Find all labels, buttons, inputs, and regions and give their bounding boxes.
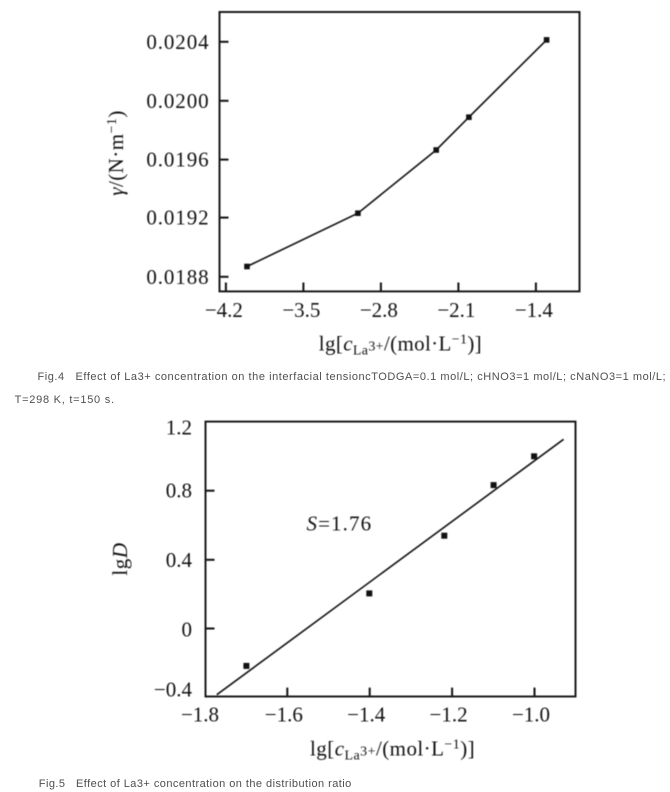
- svg-text:−1.4: −1.4: [347, 703, 386, 727]
- svg-text:0.8: 0.8: [166, 479, 192, 503]
- svg-text:0.0196: 0.0196: [146, 148, 209, 172]
- svg-text:0.0188: 0.0188: [146, 265, 209, 289]
- svg-text:γ/(N·m−1): γ/(N·m−1): [104, 110, 128, 196]
- svg-text:0.0200: 0.0200: [146, 89, 209, 113]
- svg-text:0.0204: 0.0204: [146, 30, 209, 54]
- svg-text:−2.8: −2.8: [360, 298, 398, 322]
- svg-text:−1.2: −1.2: [430, 703, 468, 727]
- svg-text:0.0192: 0.0192: [146, 206, 209, 230]
- svg-text:−3.5: −3.5: [282, 298, 320, 322]
- svg-text:lg[cLa3+/(mol·L−1)]: lg[cLa3+/(mol·L−1)]: [319, 332, 482, 359]
- svg-text:S=1.76: S=1.76: [307, 512, 373, 536]
- svg-text:−4.2: −4.2: [205, 298, 243, 322]
- svg-text:1.2: 1.2: [166, 416, 192, 440]
- svg-text:−0.4: −0.4: [154, 677, 193, 701]
- svg-text:−1.8: −1.8: [181, 703, 219, 727]
- svg-text:−1.4: −1.4: [515, 298, 554, 322]
- svg-text:−1.6: −1.6: [265, 703, 303, 727]
- svg-text:lgD: lgD: [108, 542, 132, 575]
- svg-text:−2.1: −2.1: [437, 298, 475, 322]
- svg-text:lg[cLa3+/(mol·L−1)]: lg[cLa3+/(mol·L−1)]: [310, 737, 475, 764]
- svg-text:0: 0: [182, 618, 193, 642]
- svg-text:0.4: 0.4: [166, 548, 193, 572]
- svg-text:−1.0: −1.0: [512, 703, 550, 727]
